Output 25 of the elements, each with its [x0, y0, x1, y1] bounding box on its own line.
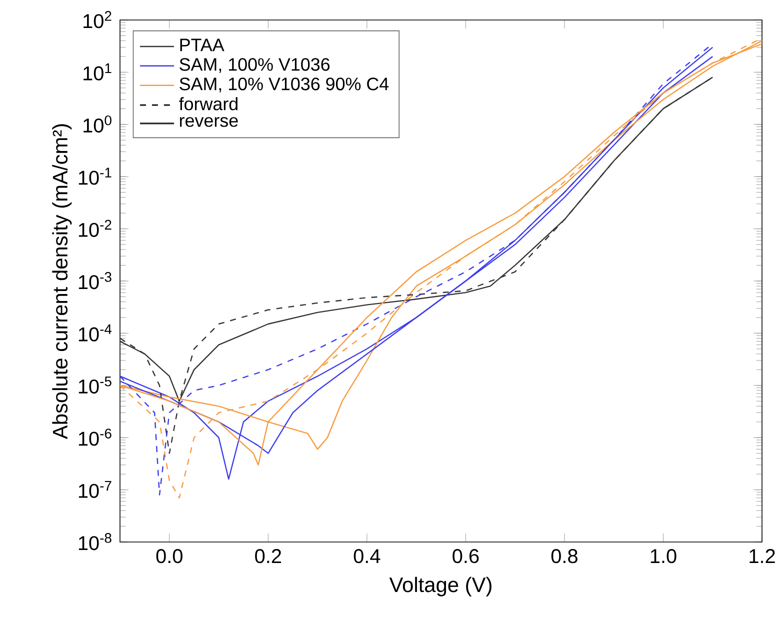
x-tick-label: 1.0: [650, 549, 676, 564]
y-tick-label: 10$^{-6}$: [78, 428, 112, 446]
y-tick-label: 10$^{-1}$: [78, 168, 112, 185]
x-tick-label: 0.0: [156, 549, 182, 564]
y-axis-title: Absolute current density (mA/cm²): [52, 124, 72, 440]
y-tick-label: 10$^{0}$: [84, 115, 112, 133]
x-tick-label: 0.2: [255, 549, 282, 564]
legend-label: SAM, 10% V1036 90% C4: [180, 78, 389, 92]
x-tick-label: 0.8: [551, 549, 578, 564]
x-axis-title: Voltage (V): [389, 576, 492, 596]
y-tick-label: 10$^{-8}$: [78, 533, 112, 550]
y-tick-label: 10$^{-5}$: [78, 376, 112, 394]
x-tick-label: 1.2: [750, 549, 775, 563]
x-tick-label: 0.6: [452, 549, 479, 564]
y-tick-label: 10$^{2}$: [84, 11, 112, 28]
legend-label: PTAA: [180, 38, 224, 52]
annotation: forward: [179, 97, 238, 110]
y-tick-label: 10$^{1}$: [84, 63, 112, 80]
y-tick-label: 10$^{-7}$: [78, 480, 112, 498]
x-tick-label: 0.4: [354, 549, 380, 564]
y-tick-label: 10$^{-2}$: [78, 220, 112, 237]
y-tick-label: 10$^{-3}$: [78, 272, 112, 290]
y-tick-label: 10$^{-4}$: [78, 324, 112, 342]
annotation: reverse: [180, 117, 238, 127]
legend-label: SAM, 100% V1036: [180, 58, 330, 73]
